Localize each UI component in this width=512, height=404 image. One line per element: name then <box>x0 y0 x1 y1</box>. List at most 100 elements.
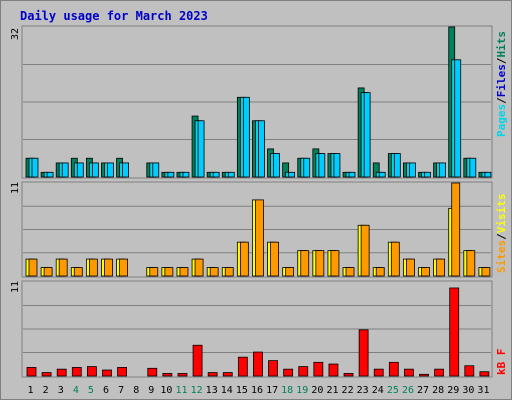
kbf-bar-12 <box>192 344 203 377</box>
day-label-21: 21 <box>326 385 338 396</box>
files-bar-27 <box>424 171 431 178</box>
files-bar-28 <box>439 162 447 178</box>
files-bar-3 <box>61 162 69 178</box>
sites-bar-23 <box>360 224 370 277</box>
kbf-bar-2 <box>41 372 52 377</box>
kbf-bar-1 <box>26 367 37 377</box>
kbf-bar-7 <box>117 367 127 377</box>
kbf-bar-16 <box>253 351 263 377</box>
sites-bar-29 <box>451 182 461 277</box>
kbf-bar-28 <box>434 368 445 377</box>
files-bar-5 <box>91 162 99 178</box>
sites-bar-5 <box>88 258 98 277</box>
day-label-20: 20 <box>311 385 323 396</box>
day-label-11: 11 <box>175 385 187 396</box>
day-label-28: 28 <box>432 385 444 396</box>
sites-bar-21 <box>330 250 340 277</box>
sites-bar-11 <box>179 267 189 277</box>
kbf-bar-29 <box>449 287 460 377</box>
sites-bar-2 <box>43 267 53 277</box>
sites-bar-9 <box>149 267 159 277</box>
files-bar-10 <box>167 171 175 178</box>
files-bar-31 <box>484 171 492 178</box>
kbf-bar-21 <box>328 363 339 377</box>
files-bar-1 <box>31 157 39 178</box>
sites-bar-12 <box>194 258 204 277</box>
kbf-bar-15 <box>237 356 248 377</box>
files-bar-30 <box>469 157 477 178</box>
kbf-bar-25 <box>388 361 399 377</box>
files-bar-4 <box>76 162 84 178</box>
sites-bar-10 <box>164 267 174 277</box>
visits-ymax-label: 11 <box>10 182 21 194</box>
files-bar-25 <box>393 153 401 178</box>
kbf-bar-26 <box>404 368 414 377</box>
files-bar-12 <box>197 120 205 178</box>
files-bar-16 <box>258 120 265 178</box>
sites-bar-7 <box>119 258 128 277</box>
files-bar-15 <box>242 96 250 178</box>
files-bar-24 <box>378 171 386 178</box>
files-bar-18 <box>288 171 296 178</box>
sites-bar-4 <box>73 267 83 277</box>
sites-bar-1 <box>28 258 38 277</box>
kbf-bar-30 <box>464 365 475 377</box>
kbf-bar-24 <box>373 368 384 377</box>
kbf-bar-10 <box>162 373 173 377</box>
day-label-16: 16 <box>251 385 263 396</box>
sites-bar-26 <box>406 258 415 277</box>
hits-ymax-label: 32 <box>10 28 21 40</box>
kbf-bar-19 <box>298 366 309 377</box>
day-label-30: 30 <box>462 385 474 396</box>
files-bar-29 <box>454 59 462 178</box>
day-label-9: 9 <box>148 385 154 396</box>
day-label-22: 22 <box>342 385 354 396</box>
day-label-29: 29 <box>447 385 459 396</box>
sites-bar-20 <box>315 250 325 277</box>
kbf-bar-27 <box>419 373 429 377</box>
day-label-23: 23 <box>357 385 369 396</box>
day-label-19: 19 <box>296 385 308 396</box>
legend-sep-3: / <box>495 233 508 240</box>
legend-sites-visits: Sites/Visits <box>495 194 508 274</box>
day-label-13: 13 <box>206 385 218 396</box>
kbf-bar-11 <box>177 373 188 377</box>
files-bar-6 <box>107 162 114 178</box>
kbf-ymax-label: 11 <box>10 281 21 293</box>
sites-bar-31 <box>481 267 491 277</box>
files-bar-9 <box>152 162 160 178</box>
day-label-31: 31 <box>477 385 489 396</box>
day-label-18: 18 <box>281 385 293 396</box>
day-label-7: 7 <box>118 385 124 396</box>
sites-bar-17 <box>270 241 279 277</box>
day-label-1: 1 <box>28 385 34 396</box>
files-bar-20 <box>318 153 326 178</box>
bar-layer <box>25 26 492 377</box>
files-bar-22 <box>348 171 356 178</box>
kbf-bar-14 <box>222 372 233 377</box>
legend-kbf: kB F <box>495 349 508 376</box>
day-label-27: 27 <box>417 385 429 396</box>
day-label-15: 15 <box>236 385 248 396</box>
day-label-25: 25 <box>387 385 399 396</box>
sites-bar-3 <box>58 258 68 277</box>
day-label-2: 2 <box>43 385 49 396</box>
day-label-5: 5 <box>88 385 94 396</box>
kbf-bar-22 <box>343 373 354 377</box>
chart-title: Daily usage for March 2023 <box>20 9 208 23</box>
files-bar-19 <box>303 157 311 178</box>
day-label-12: 12 <box>191 385 203 396</box>
kbf-bar-13 <box>207 372 218 377</box>
sites-bar-25 <box>390 241 400 277</box>
day-label-3: 3 <box>58 385 64 396</box>
kbf-bar-31 <box>479 371 490 377</box>
sites-bar-22 <box>345 267 355 277</box>
kbf-bar-5 <box>86 366 97 377</box>
day-label-24: 24 <box>372 385 384 396</box>
legend-hits-files-pages: Pages/Files/Hits <box>495 31 508 137</box>
legend-sep-2: / <box>495 57 508 64</box>
kbf-bar-18 <box>283 368 294 377</box>
files-bar-17 <box>273 153 280 178</box>
